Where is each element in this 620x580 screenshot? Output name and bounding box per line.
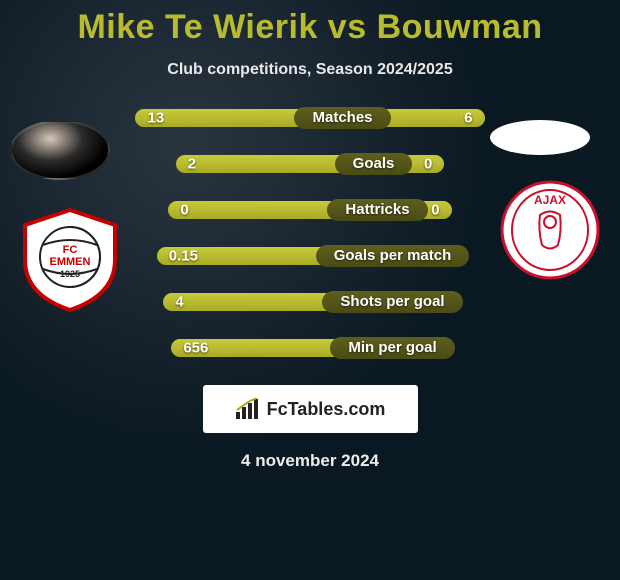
chart-icon <box>235 398 261 420</box>
stat-row: 656 Min per goal <box>0 339 620 357</box>
value-left: 2 <box>188 156 196 173</box>
bar-right: 6 <box>385 109 485 127</box>
brand-badge: FcTables.com <box>203 385 418 433</box>
page-subtitle: Club competitions, Season 2024/2025 <box>0 61 620 79</box>
bar-left: 0 <box>168 201 333 219</box>
footer-date: 4 november 2024 <box>0 451 620 471</box>
svg-text:AJAX: AJAX <box>534 193 566 207</box>
brand-text: FcTables.com <box>267 399 386 420</box>
stat-label: Goals <box>335 153 413 175</box>
stat-label: Shots per goal <box>322 291 462 313</box>
svg-text:FC: FC <box>63 244 78 256</box>
stat-label: Matches <box>294 107 390 129</box>
svg-text:1925: 1925 <box>60 269 80 279</box>
player1-avatar <box>10 120 110 180</box>
page-title: Mike Te Wierik vs Bouwman <box>0 0 620 47</box>
bar-left: 2 <box>176 155 341 173</box>
value-right: 6 <box>464 110 472 127</box>
bar-left: 0.15 <box>157 247 322 265</box>
bar-left: 4 <box>163 293 328 311</box>
stat-label: Min per goal <box>330 337 454 359</box>
bar-left: 13 <box>135 109 300 127</box>
value-right: 0 <box>424 156 432 173</box>
value-left: 4 <box>175 294 183 311</box>
stat-label: Goals per match <box>316 245 470 267</box>
stat-label: Hattricks <box>327 199 427 221</box>
player1-club-logo: FC EMMEN 1925 <box>15 205 125 315</box>
value-left: 0 <box>180 202 188 219</box>
value-left: 0.15 <box>169 248 198 265</box>
value-left: 13 <box>147 110 164 127</box>
player2-avatar <box>490 120 590 155</box>
value-left: 656 <box>183 340 208 357</box>
club1-name-text: EMMEN <box>50 256 91 268</box>
bar-left: 656 <box>171 339 336 357</box>
value-right: 0 <box>431 202 439 219</box>
bar-right: 0 <box>406 155 444 173</box>
player2-club-logo: AJAX <box>500 180 600 280</box>
